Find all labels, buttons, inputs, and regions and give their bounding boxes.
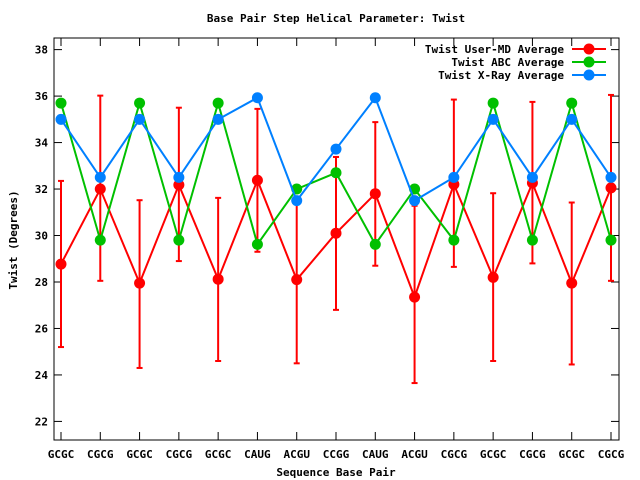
data-point xyxy=(566,97,578,109)
data-point xyxy=(291,274,303,286)
data-point xyxy=(173,234,185,246)
data-point xyxy=(134,277,146,289)
data-point xyxy=(55,113,67,125)
data-point xyxy=(212,97,224,109)
data-point xyxy=(134,97,146,109)
data-point xyxy=(134,113,146,125)
chart-title: Base Pair Step Helical Parameter: Twist xyxy=(207,12,465,25)
data-point xyxy=(330,143,342,155)
series-twist-x-ray-average xyxy=(55,92,617,207)
data-point xyxy=(55,258,67,270)
data-point xyxy=(369,92,381,104)
legend-label: Twist User-MD Average xyxy=(425,43,564,56)
x-tick-label: CAUG xyxy=(362,448,389,461)
data-point xyxy=(448,171,460,183)
y-tick-label: 28 xyxy=(35,276,48,289)
legend-marker xyxy=(583,56,595,68)
data-point xyxy=(448,234,460,246)
data-point xyxy=(94,234,106,246)
x-tick-label: GCGC xyxy=(558,448,585,461)
data-point xyxy=(566,277,578,289)
x-tick-label: GCGC xyxy=(48,448,75,461)
data-point xyxy=(173,171,185,183)
legend-marker xyxy=(583,69,595,81)
data-point xyxy=(369,238,381,250)
x-tick-label: GCGC xyxy=(480,448,507,461)
data-point xyxy=(94,171,106,183)
data-point xyxy=(605,182,617,194)
data-point xyxy=(212,113,224,125)
x-tick-label: ACGU xyxy=(283,448,310,461)
y-tick-label: 30 xyxy=(35,230,48,243)
data-point xyxy=(55,97,67,109)
x-tick-label: GCGC xyxy=(205,448,232,461)
data-point xyxy=(251,174,263,186)
data-point xyxy=(605,171,617,183)
x-tick-label: GCGC xyxy=(126,448,153,461)
x-tick-label: CAUG xyxy=(244,448,271,461)
x-tick-label: CGCG xyxy=(519,448,546,461)
data-point xyxy=(605,234,617,246)
x-tick-label: CCGG xyxy=(323,448,350,461)
y-axis-label: Twist (Degrees) xyxy=(7,190,20,289)
y-tick-label: 26 xyxy=(35,322,49,335)
data-point xyxy=(94,183,106,195)
data-point xyxy=(251,238,263,250)
x-tick-label: CGCG xyxy=(598,448,625,461)
data-point xyxy=(369,188,381,200)
data-point xyxy=(487,271,499,283)
x-tick-label: CGCG xyxy=(87,448,114,461)
data-point xyxy=(330,167,342,179)
data-point xyxy=(212,273,224,285)
legend-marker xyxy=(583,43,595,55)
x-tick-label: CGCG xyxy=(166,448,193,461)
x-tick-label: ACGU xyxy=(401,448,428,461)
data-point xyxy=(487,113,499,125)
data-point xyxy=(487,97,499,109)
data-point xyxy=(251,92,263,104)
data-point xyxy=(526,234,538,246)
axes: 22 24 26 28 30 32 34 36 38 GCGC CGCG GCGC CGCG GCGC CA… xyxy=(35,38,625,461)
x-tick-label: CGCG xyxy=(441,448,468,461)
y-tick-label: 22 xyxy=(35,415,48,428)
y-tick-label: 24 xyxy=(35,369,49,382)
y-tick-label: 32 xyxy=(35,183,48,196)
series-group xyxy=(55,92,617,385)
series-twist-user-md-average xyxy=(55,93,617,385)
data-point xyxy=(409,291,421,303)
legend-label: Twist X-Ray Average xyxy=(438,69,564,82)
data-point xyxy=(526,171,538,183)
legend-label: Twist ABC Average xyxy=(451,56,564,69)
data-point xyxy=(291,195,303,207)
y-tick-label: 38 xyxy=(35,44,48,57)
x-axis-label: Sequence Base Pair xyxy=(276,466,396,479)
y-tick-label: 36 xyxy=(35,90,49,103)
data-point xyxy=(330,227,342,239)
data-point xyxy=(409,195,421,207)
y-tick-label: 34 xyxy=(35,137,49,150)
data-point xyxy=(566,113,578,125)
